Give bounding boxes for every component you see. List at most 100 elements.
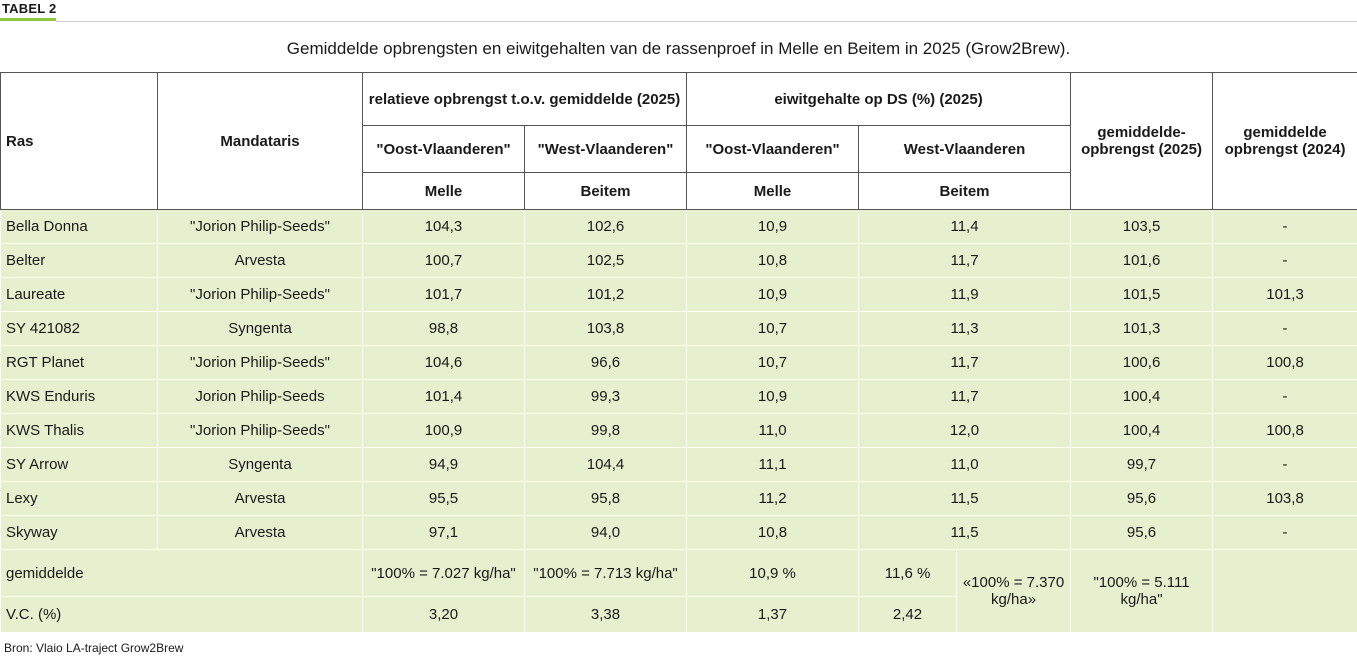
cell-opb-melle: 98,8: [362, 311, 525, 346]
cell-gem-2025: 95,6: [1070, 515, 1214, 550]
cell-eiwit-beitem: 11,9: [858, 277, 1072, 312]
cell-opb-melle: 104,3: [362, 209, 525, 244]
cell-eiwit-beitem: 11,7: [858, 379, 1072, 414]
cell-opb-beitem: 99,8: [523, 413, 688, 448]
cell-eiwit-melle: 11,2: [686, 481, 860, 516]
cell-opb-beitem: 99,3: [523, 379, 688, 414]
cell-opb-beitem: 102,6: [523, 209, 688, 244]
cell-opb-melle: 94,9: [362, 447, 525, 482]
cell-gem-2024: 101,3: [1212, 277, 1357, 312]
cell-eiwit-beitem: 11,3: [858, 311, 1072, 346]
cell-ras: RGT Planet: [0, 345, 158, 380]
cell-opb-beitem: 96,6: [523, 345, 688, 380]
cell-mandataris: Jorion Philip-Seeds: [157, 379, 363, 414]
cell-mandataris: "Jorion Philip-Seeds": [157, 413, 363, 448]
cell-gemiddelde-opb-beitem: "100% = 7.713 kg/ha": [523, 549, 688, 597]
cell-ras: Bella Donna: [0, 209, 158, 244]
subheader-west-eiwit: West-Vlaanderen: [858, 125, 1072, 173]
cell-gem-2025: 101,5: [1070, 277, 1214, 312]
cell-gemiddelde-eiwit-melle: 10,9 %: [686, 549, 860, 597]
cell-gem-2024: -: [1212, 209, 1357, 244]
table-row: RGT Planet "Jorion Philip-Seeds" 104,6 9…: [0, 345, 1357, 380]
cell-opb-melle: 100,9: [362, 413, 525, 448]
cell-eiwit-melle: 10,9: [686, 209, 860, 244]
cell-ras: Lexy: [0, 481, 158, 516]
cell-opb-beitem: 94,0: [523, 515, 688, 550]
subheader-west-opbrengst: "West-Vlaanderen": [523, 125, 688, 173]
cell-ras: SY 421082: [0, 311, 158, 346]
summary-row-gemiddelde: gemiddelde "100% = 7.027 kg/ha" "100% = …: [0, 549, 1357, 633]
cell-mandataris: Arvesta: [157, 515, 363, 550]
cell-opb-melle: 97,1: [362, 515, 525, 550]
cell-gem-2024: 100,8: [1212, 345, 1357, 380]
cell-gem-2025: 100,4: [1070, 413, 1214, 448]
cell-gemiddelde-opb-melle: "100% = 7.027 kg/ha": [362, 549, 525, 597]
cell-eiwit-beitem: 11,5: [858, 515, 1072, 550]
cell-gem-2024: 100,8: [1212, 413, 1357, 448]
cell-eiwit-melle: 10,7: [686, 311, 860, 346]
cell-eiwit-melle: 11,1: [686, 447, 860, 482]
cell-eiwit-melle: 11,0: [686, 413, 860, 448]
table-row: KWS Enduris Jorion Philip-Seeds 101,4 99…: [0, 379, 1357, 414]
source-note: Bron: Vlaio LA-traject Grow2Brew: [4, 641, 184, 655]
cell-gem-2025: 95,6: [1070, 481, 1214, 516]
cell-eiwit-beitem: 11,5: [858, 481, 1072, 516]
cell-eiwit-beitem: 12,0: [858, 413, 1072, 448]
subheader-oost-eiwit: "Oost-Vlaanderen": [686, 125, 860, 173]
cell-mandataris: Syngenta: [157, 447, 363, 482]
col-header-mandataris: Mandataris: [157, 72, 363, 210]
cell-mandataris: "Jorion Philip-Seeds": [157, 345, 363, 380]
cell-gem-2025: 100,4: [1070, 379, 1214, 414]
col-header-gem-2025: gemiddelde-opbrengst (2025): [1070, 72, 1214, 210]
cell-ras: KWS Enduris: [0, 379, 158, 414]
table-row: Bella Donna "Jorion Philip-Seeds" 104,3 …: [0, 209, 1357, 244]
cell-gem-2025: 103,5: [1070, 209, 1214, 244]
cell-ras: SY Arrow: [0, 447, 158, 482]
header-rule: [56, 21, 1357, 22]
cell-gemiddelde-eiwit-beitem: 11,6 %: [858, 549, 958, 597]
cell-mandataris: Arvesta: [157, 243, 363, 278]
cell-eiwit-melle: 10,7: [686, 345, 860, 380]
cell-gem-2025: 100,6: [1070, 345, 1214, 380]
cell-opb-beitem: 103,8: [523, 311, 688, 346]
cell-gemiddelde-gem-2025: "100% = 5.111 kg/ha": [1070, 549, 1214, 633]
cell-opb-beitem: 102,5: [523, 243, 688, 278]
cell-gem-2024: -: [1212, 379, 1357, 414]
cell-eiwit-melle: 10,9: [686, 277, 860, 312]
table-row: KWS Thalis "Jorion Philip-Seeds" 100,9 9…: [0, 413, 1357, 448]
cell-mandataris: "Jorion Philip-Seeds": [157, 209, 363, 244]
table-row: SY 421082 Syngenta 98,8 103,8 10,7 11,3 …: [0, 311, 1357, 346]
cell-gem-2024: -: [1212, 447, 1357, 482]
cell-ras: Laureate: [0, 277, 158, 312]
cell-vc-eiwit-beitem: 2,42: [858, 596, 958, 633]
subheader-oost-opbrengst: "Oost-Vlaanderen": [362, 125, 525, 173]
subheader-melle-eiwit: Melle: [686, 172, 860, 210]
table-row: Skyway Arvesta 97,1 94,0 10,8 11,5 95,6 …: [0, 515, 1357, 550]
table-caption: Gemiddelde opbrengsten en eiwitgehalten …: [286, 39, 1071, 58]
cell-mandataris: Arvesta: [157, 481, 363, 516]
data-table: Ras Mandataris relatieve opbrengst t.o.v…: [0, 72, 1357, 633]
cell-eiwit-melle: 10,9: [686, 379, 860, 414]
cell-eiwit-beitem: 11,7: [858, 243, 1072, 278]
cell-vc-label: V.C. (%): [0, 596, 363, 633]
table-row: SY Arrow Syngenta 94,9 104,4 11,1 11,0 9…: [0, 447, 1357, 482]
group-header-rel-opbrengst: relatieve opbrengst t.o.v. gemiddelde (2…: [361, 72, 688, 126]
cell-ras: Skyway: [0, 515, 158, 550]
table-row: Lexy Arvesta 95,5 95,8 11,2 11,5 95,6 10…: [0, 481, 1357, 516]
table-number: TABEL 2: [2, 1, 57, 16]
cell-opb-melle: 95,5: [362, 481, 525, 516]
table-row: Laureate "Jorion Philip-Seeds" 101,7 101…: [0, 277, 1357, 312]
cell-ras: KWS Thalis: [0, 413, 158, 448]
cell-vc-opb-melle: 3,20: [362, 596, 525, 633]
cell-gem-2025: 99,7: [1070, 447, 1214, 482]
cell-opb-beitem: 104,4: [523, 447, 688, 482]
cell-opb-beitem: 95,8: [523, 481, 688, 516]
cell-eiwit-beitem: 11,4: [858, 209, 1072, 244]
cell-vc-eiwit-melle: 1,37: [686, 596, 860, 633]
subheader-beitem-eiwit: Beitem: [858, 172, 1072, 210]
cell-opb-melle: 101,7: [362, 277, 525, 312]
table-row: Belter Arvesta 100,7 102,5 10,8 11,7 101…: [0, 243, 1357, 278]
cell-gemiddelde-eiwit-total: «100% = 7.370 kg/ha»: [956, 549, 1072, 633]
col-header-ras: Ras: [0, 72, 158, 210]
cell-gemiddelde-gem-2024: [1212, 549, 1357, 633]
